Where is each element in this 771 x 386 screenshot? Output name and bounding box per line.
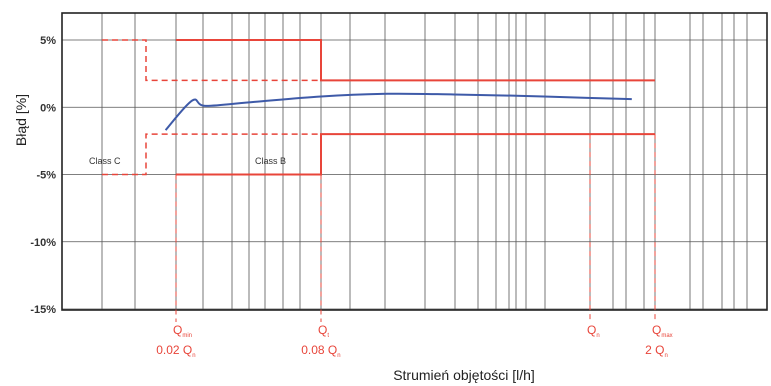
y-axis-label: Błąd [%] bbox=[13, 94, 29, 146]
error-curve bbox=[164, 92, 632, 131]
class-c-label: Class C bbox=[89, 156, 121, 166]
marker-label: Qmin bbox=[173, 323, 192, 339]
y-axis-ticks: 5% 0% -5% -10% -15% bbox=[30, 35, 56, 316]
marker-value: 2 Qn bbox=[645, 343, 668, 359]
y-tick-label: 5% bbox=[40, 35, 56, 47]
class-b-label: Class B bbox=[255, 156, 286, 166]
class-c-lower-limit bbox=[102, 133, 321, 176]
class-c-upper-limit bbox=[102, 39, 321, 82]
y-tick-label: -10% bbox=[30, 237, 56, 249]
flow-markers: Qmin 0.02 Qn Qt 0.08 Qn Qn Qmax 2 Qn bbox=[156, 134, 673, 359]
y-tick-label: -15% bbox=[30, 304, 56, 316]
marker-label: Qmax bbox=[652, 323, 673, 339]
marker-label: Qn bbox=[587, 323, 600, 339]
marker-value: 0.08 Qn bbox=[301, 343, 340, 359]
plot-frame bbox=[61, 12, 768, 311]
accuracy-limits bbox=[102, 39, 655, 176]
x-axis-label: Strumień objętości [l/h] bbox=[393, 367, 535, 383]
marker-label: Qt bbox=[318, 323, 329, 339]
y-tick-label: 0% bbox=[40, 102, 56, 114]
y-tick-label: -5% bbox=[36, 170, 56, 182]
class-b-upper-limit bbox=[176, 39, 655, 82]
marker-value: 0.02 Qn bbox=[156, 343, 195, 359]
class-b-lower-limit bbox=[176, 133, 655, 176]
